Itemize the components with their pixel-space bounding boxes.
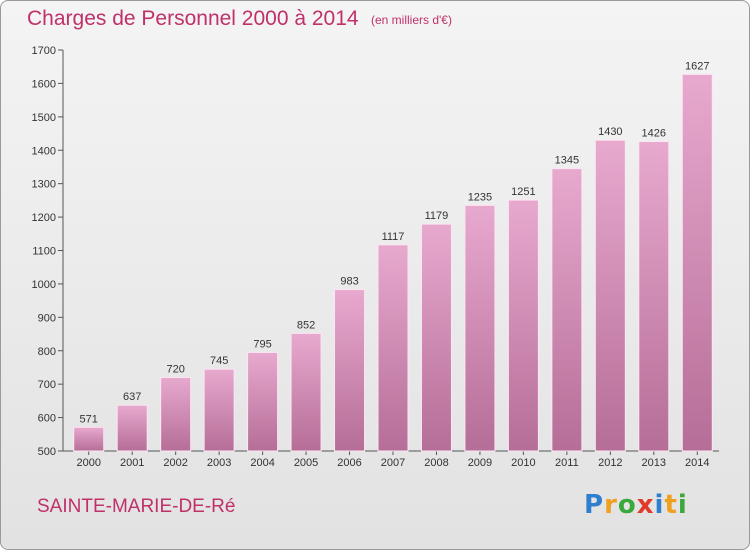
chart-subtitle: (en milliers d'€) [371,13,452,27]
y-tick-label: 900 [38,312,56,324]
y-tick-label: 1200 [32,212,56,224]
bar-2002 [160,376,192,452]
x-tick-label: 2011 [555,457,579,469]
x-tick-label: 2006 [337,457,361,469]
bars [73,73,713,452]
data-label-2009: 1235 [468,191,492,203]
data-label-2008: 1179 [425,210,449,222]
x-tick-label: 2003 [207,457,231,469]
x-tick-label: 2014 [685,457,709,469]
x-tick-label: 2005 [294,457,318,469]
logo-letter: t [664,490,678,520]
bar-2000 [73,426,105,452]
bar-2014 [681,73,713,452]
y-tick-label: 1700 [32,45,56,57]
x-tick-label: 2013 [642,457,666,469]
proxiti-logo[interactable]: Proxiti [584,490,688,520]
y-tick-label: 1300 [32,179,56,191]
y-tick-label: 600 [38,413,56,425]
x-tick-label: 2001 [120,457,144,469]
y-tick-label: 800 [38,346,56,358]
x-tick-label: 2008 [424,457,448,469]
y-tick-label: 500 [38,446,56,458]
bar-2007 [377,244,409,452]
logo-letter: x [636,490,655,520]
bar-2009 [464,204,496,452]
data-label-2002: 720 [166,363,184,375]
chart-title: Charges de Personnel 2000 à 2014 [27,7,359,30]
logo-letter: r [604,490,618,520]
bar-2006 [334,289,366,452]
y-tick-label: 1600 [32,78,56,90]
data-label-2003: 745 [210,355,228,367]
x-tick-label: 2012 [598,457,622,469]
x-tick-label: 2009 [468,457,492,469]
bar-2010 [507,199,539,452]
logo-letter: o [617,490,637,520]
bar-2001 [116,404,148,452]
y-tick-label: 1400 [32,145,56,157]
data-label-2012: 1430 [598,126,622,138]
data-label-2006: 983 [340,276,358,288]
y-tick-label: 1000 [32,279,56,291]
bar-2008 [420,223,452,452]
y-tick-label: 1500 [32,112,56,124]
data-label-2013: 1426 [642,128,666,140]
x-tick-label: 2010 [511,457,535,469]
bar-2005 [290,332,322,452]
y-tick-label: 1100 [32,246,56,258]
data-label-2000: 571 [80,413,98,425]
data-label-2007: 1117 [382,231,405,243]
bar-2003 [203,368,235,452]
data-labels: 571 637 720 745 795 852 983 1117 1179 1235 1251 134… [80,60,710,425]
commune-name: SAINTE-MARIE-DE-Ré [37,496,236,517]
data-label-2010: 1251 [511,186,535,198]
bar-2012 [594,139,626,452]
data-label-2001: 637 [123,391,141,403]
x-tick-label: 2000 [76,457,100,469]
x-tick-label: 2004 [250,457,274,469]
bar-2004 [247,351,279,452]
data-label-2014: 1627 [685,60,709,72]
data-label-2011: 1345 [555,155,579,167]
logo-letter: i [677,490,688,520]
y-tick-label: 700 [38,379,56,391]
data-label-2005: 852 [297,319,315,331]
x-tick-label: 2002 [163,457,187,469]
logo-letter: i [654,490,665,520]
data-label-2004: 795 [253,338,271,350]
bar-2011 [551,168,583,452]
bar-2013 [638,141,670,452]
x-tick-label: 2007 [381,457,405,469]
logo-letter: P [584,490,605,520]
